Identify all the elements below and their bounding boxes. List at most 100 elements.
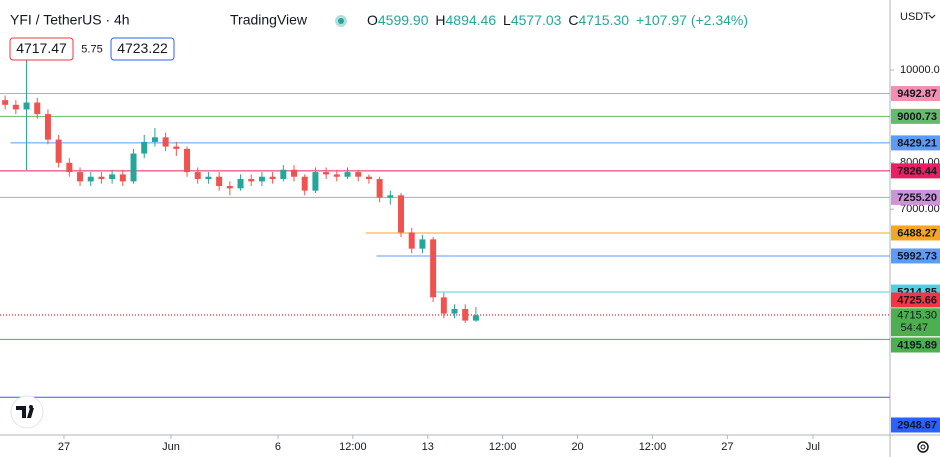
l-value: 4577.03	[511, 12, 562, 28]
candle-body	[408, 232, 415, 249]
candle-body	[376, 179, 383, 198]
candle-body	[119, 174, 126, 182]
symbol-title[interactable]: YFI / TetherUS · 4h	[10, 12, 130, 28]
candle-body	[312, 172, 319, 191]
candle-body	[333, 174, 340, 177]
l-label: L	[503, 12, 511, 28]
candle-body	[430, 239, 437, 298]
y-tick-label: 10000.00	[900, 64, 940, 76]
candle-body	[472, 315, 479, 321]
candle-body	[2, 100, 9, 105]
price-label: 4725.66	[897, 294, 937, 306]
price-label-bg	[891, 163, 940, 179]
candle-body	[151, 137, 158, 142]
price-label-bg	[891, 86, 940, 102]
x-tick-label: 12:00	[639, 441, 667, 453]
h-label: H	[435, 12, 445, 28]
price-label-bg	[891, 135, 940, 151]
candle-body	[440, 297, 447, 314]
price-label: 5992.73	[897, 250, 937, 262]
tv-logo	[10, 395, 44, 429]
status-dot	[338, 18, 344, 24]
close-label-bg	[891, 308, 940, 337]
candle-body	[291, 169, 298, 177]
price-label-bg	[891, 248, 940, 264]
candle-body	[365, 176, 372, 180]
x-tick-label: 27	[721, 441, 733, 453]
settings-gear[interactable]	[917, 441, 929, 453]
candle-body	[130, 153, 137, 182]
candle-body	[387, 195, 394, 198]
plot-area	[0, 60, 890, 398]
candle-body	[226, 186, 233, 189]
ask-box[interactable]	[110, 37, 175, 61]
ask[interactable]: 4723.22	[117, 40, 168, 56]
candle-body	[398, 195, 405, 233]
x-tick-label: Jun	[162, 441, 180, 453]
price-label: 8429.21	[897, 137, 937, 149]
candle-body	[162, 137, 169, 147]
candle-body	[237, 179, 244, 189]
x-tick-label: 20	[571, 441, 583, 453]
change: +107.97 (+2.34%)	[636, 12, 748, 28]
price-label-bg	[891, 189, 940, 205]
x-tick-label: 13	[422, 441, 434, 453]
x-tick-label: 27	[58, 441, 70, 453]
candle-body	[205, 176, 212, 180]
candle-body	[109, 174, 116, 180]
candle-body	[419, 239, 426, 249]
bid-box[interactable]	[9, 37, 74, 61]
price-label: 7255.20	[897, 192, 937, 204]
price-label: 7826.44	[897, 165, 938, 177]
price-label-bg	[891, 108, 940, 124]
price-label-bg	[891, 292, 940, 308]
price-label-bg	[891, 337, 940, 353]
price-label-bg	[891, 417, 940, 433]
x-tick-label: 6	[275, 441, 281, 453]
candle-body	[194, 172, 201, 180]
currency-caret[interactable]	[928, 14, 936, 19]
candle-body	[141, 141, 148, 154]
candle-body	[87, 176, 94, 182]
brand: TradingView	[230, 12, 308, 28]
price-label: 4195.89	[897, 339, 937, 351]
candle-body	[355, 172, 362, 177]
x-tick-label: 12:00	[339, 441, 367, 453]
ohlc: O4599.90 H4894.46 L4577.03 C4715.30 +107…	[367, 12, 748, 28]
o-label: O	[367, 12, 378, 28]
candle-body	[280, 169, 287, 180]
h-value: 4894.46	[446, 12, 497, 28]
x-tick-label: Jul	[806, 441, 820, 453]
x-tick-label: 12:00	[489, 441, 517, 453]
bid[interactable]: 4717.47	[16, 40, 67, 56]
candle-body	[248, 179, 255, 182]
c-label: C	[568, 12, 578, 28]
c-value: 4715.30	[578, 12, 629, 28]
candle-body	[173, 146, 180, 149]
countdown: 54:47	[900, 322, 928, 334]
candle-body	[269, 176, 276, 180]
price-label: 9492.87	[897, 88, 937, 100]
candle-body	[451, 308, 458, 314]
price-label: 2948.67	[897, 419, 937, 431]
candle-body	[98, 176, 105, 180]
candle-body	[44, 114, 51, 140]
candle-body	[344, 172, 351, 177]
candle-body	[55, 139, 62, 163]
currency[interactable]: USDT	[900, 11, 930, 23]
candle-body	[301, 176, 308, 191]
candle-body	[77, 172, 84, 182]
candle-body	[34, 102, 41, 115]
candle-body	[258, 176, 265, 182]
price-label: 9000.73	[897, 111, 937, 123]
price-label-bg	[891, 225, 940, 241]
candle-body	[216, 176, 223, 187]
y-tick-label: 7000.00	[900, 203, 940, 215]
o-value: 4599.90	[378, 12, 429, 28]
candle-body	[184, 148, 191, 173]
candle-body	[66, 162, 73, 173]
close-label: 4715.30	[897, 310, 937, 322]
price-label: 6488.27	[897, 227, 937, 239]
